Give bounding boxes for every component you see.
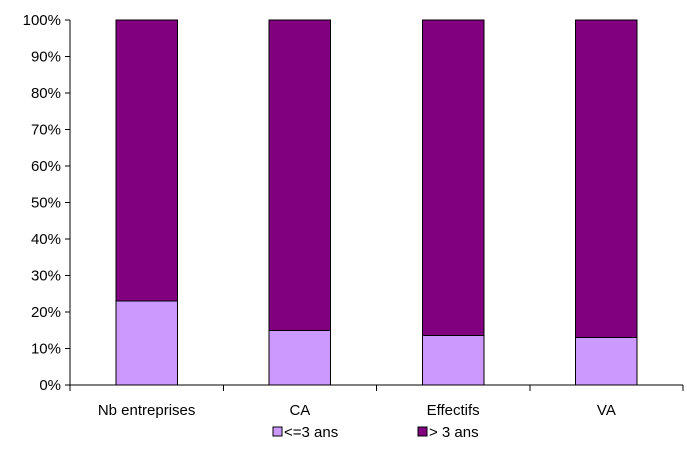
y-tick-label: 50% (31, 195, 61, 212)
y-axis: 0% 10% 20% 30% 40% 50% 60% 70% 80% 90% 100% (23, 12, 71, 394)
y-tick-label: 20% (31, 304, 61, 321)
legend-swatch (417, 426, 428, 437)
x-tick-label: Effectifs (427, 402, 480, 419)
legend-swatch (272, 426, 283, 437)
y-tick-label: 100% (23, 12, 61, 29)
x-tick-label: Nb entreprises (98, 402, 196, 419)
bars (115, 19, 638, 386)
y-tick-label: 90% (31, 49, 61, 66)
y-tick-label: 10% (31, 341, 61, 358)
y-tick-label: 30% (31, 268, 61, 285)
y-tick-label: 60% (31, 158, 61, 175)
y-tick-label: 70% (31, 122, 61, 139)
legend: <=3 ans > 3 ans (272, 424, 479, 441)
x-axis: Nb entreprises CA Effectifs VA (69, 384, 684, 419)
y-tick-label: 80% (31, 85, 61, 102)
x-tick-label: CA (289, 402, 310, 419)
bar-segment-series-1 (575, 19, 638, 339)
legend-label: <=3 ans (284, 424, 338, 441)
y-tick-label: 0% (39, 377, 61, 394)
bar-segment-series-1 (421, 19, 485, 337)
y-tick-label: 40% (31, 231, 61, 248)
legend-label: > 3 ans (429, 424, 479, 441)
bar-segment-series-0 (575, 337, 638, 386)
bar-segment-series-1 (268, 19, 332, 331)
bar-segment-series-0 (115, 300, 178, 386)
x-tick-label: VA (597, 402, 616, 419)
bar-segment-series-1 (115, 19, 178, 302)
bar-segment-series-0 (268, 329, 332, 386)
bar-segment-series-0 (421, 335, 485, 386)
